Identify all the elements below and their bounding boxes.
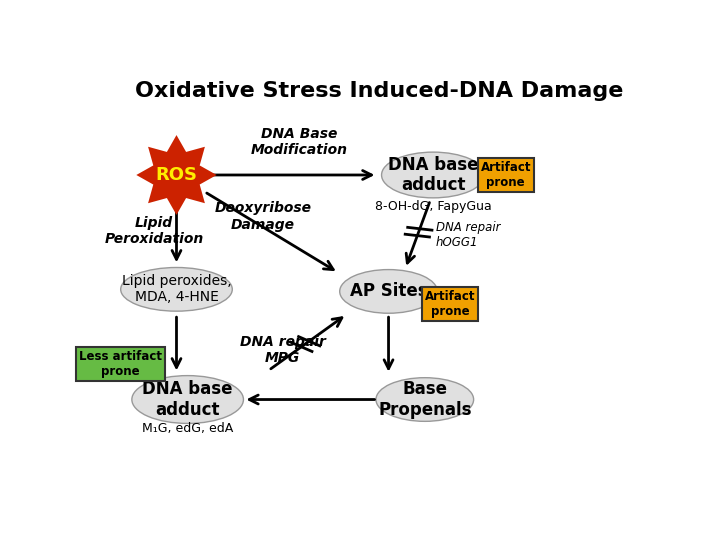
Text: Deoxyribose
Damage: Deoxyribose Damage bbox=[215, 201, 312, 232]
Polygon shape bbox=[136, 135, 217, 215]
Text: Artifact
prone: Artifact prone bbox=[425, 290, 475, 318]
Ellipse shape bbox=[121, 267, 233, 311]
Text: DNA base
adduct: DNA base adduct bbox=[388, 156, 478, 194]
Text: Lipid
Peroxidation: Lipid Peroxidation bbox=[104, 216, 204, 246]
Text: DNA repair
MPG: DNA repair MPG bbox=[240, 334, 325, 364]
Text: Base
Propenals: Base Propenals bbox=[378, 380, 472, 419]
Text: DNA Base
Modification: DNA Base Modification bbox=[251, 126, 348, 157]
Text: DNA repair
hOGG1: DNA repair hOGG1 bbox=[436, 221, 500, 249]
Text: Less artifact
prone: Less artifact prone bbox=[79, 350, 162, 378]
Ellipse shape bbox=[132, 376, 243, 423]
Text: DNA base
adduct: DNA base adduct bbox=[143, 380, 233, 419]
Ellipse shape bbox=[340, 269, 437, 313]
Ellipse shape bbox=[376, 377, 474, 421]
Text: M₁G, edG, edA: M₁G, edG, edA bbox=[142, 422, 233, 435]
Text: Oxidative Stress Induced-DNA Damage: Oxidative Stress Induced-DNA Damage bbox=[135, 82, 623, 102]
Text: AP Sites: AP Sites bbox=[350, 282, 428, 300]
Text: Artifact
prone: Artifact prone bbox=[480, 161, 531, 189]
Text: 8-OH-dG, FapyGua: 8-OH-dG, FapyGua bbox=[375, 200, 492, 213]
Text: Lipid peroxides,
MDA, 4-HNE: Lipid peroxides, MDA, 4-HNE bbox=[122, 274, 231, 305]
Text: ROS: ROS bbox=[156, 166, 197, 184]
Ellipse shape bbox=[382, 152, 485, 198]
